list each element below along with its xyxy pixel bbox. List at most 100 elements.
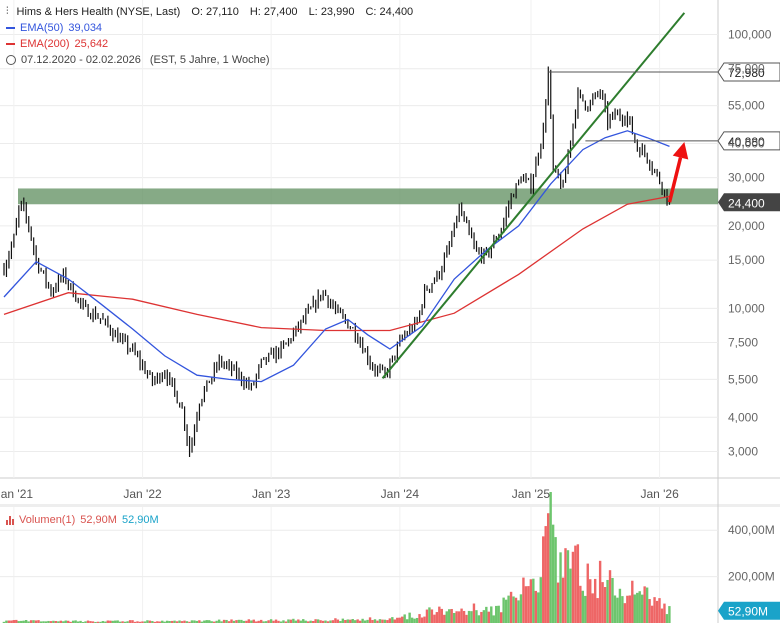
price-tick-label: 10,000 (728, 301, 765, 315)
volume-bar (495, 605, 498, 623)
volume-bar (601, 582, 604, 623)
volume-bar (401, 616, 404, 623)
volume-bar (131, 620, 134, 623)
price-tick-label: 4,000 (728, 410, 758, 424)
volume-tick-label: 200,00M (728, 570, 775, 584)
close-value: C: 24,400 (365, 6, 414, 18)
volume-bar (645, 587, 649, 623)
volume-bar (20, 620, 23, 623)
price-tick-label: 75,000 (728, 62, 765, 76)
volume-bar (554, 537, 557, 623)
volume-bar (524, 586, 528, 623)
resistance-badge (717, 62, 780, 82)
volume-bar (522, 577, 525, 623)
volume-bar (492, 615, 495, 623)
volume-bar (396, 617, 399, 623)
volume-bar (408, 612, 411, 623)
volume-bar (250, 620, 253, 623)
volume-bar (566, 550, 570, 623)
volume-bar (10, 620, 13, 623)
volume-bar (477, 615, 481, 623)
volume-bar (240, 619, 243, 623)
time-tick-label: Jan '21 (0, 487, 33, 501)
volume-bar (346, 619, 349, 623)
volume-bar (52, 620, 55, 623)
volume-bar (294, 620, 298, 623)
volume-bar (146, 620, 149, 623)
volume-bar (514, 597, 518, 623)
volume-bar (613, 595, 617, 623)
volume-bar (378, 619, 382, 623)
volume-bar (579, 585, 582, 623)
high-value: H: 27,400 (249, 6, 298, 18)
volume-bar (527, 586, 530, 623)
volume-bar (423, 616, 426, 623)
volume-bar (329, 620, 332, 623)
volume-bar (272, 620, 275, 623)
last-volume-badge (718, 601, 780, 620)
volume-bar (203, 620, 206, 623)
volume-bar (383, 619, 387, 623)
volume-bar (603, 587, 607, 623)
volume-bar (648, 599, 651, 623)
volume-bar (309, 620, 312, 623)
volume-bar (631, 580, 634, 623)
volume-bar (76, 621, 80, 623)
volume-bar (39, 621, 43, 623)
volume-bar (623, 603, 627, 623)
volume-bar (658, 598, 661, 623)
ema50-line (3, 130, 670, 383)
volume-bar (158, 621, 161, 623)
volume-bar (222, 619, 226, 623)
volume-bar (589, 579, 592, 623)
volume-bar (69, 621, 72, 623)
volume-bar (643, 586, 646, 623)
volume-bar (480, 611, 483, 623)
volume-bar (230, 619, 233, 623)
volume-bar (324, 620, 327, 623)
volume-bar (598, 560, 602, 623)
volume-bar (331, 620, 335, 623)
volume-bar (24, 619, 28, 623)
volume-bar (569, 568, 572, 623)
volume-tick-label: 400,00M (728, 523, 775, 537)
volume-bar (208, 620, 211, 623)
volume-bar (64, 620, 67, 623)
volume-bar (576, 544, 580, 623)
volume-bar (371, 620, 374, 623)
volume-bar (655, 600, 659, 623)
volume-bar (235, 620, 238, 623)
candle-icon: ⫶ (6, 6, 9, 17)
volume-bar (497, 605, 500, 623)
resistance-badge (717, 131, 780, 151)
volume-bar (151, 621, 154, 623)
volume-bar (267, 620, 270, 623)
candlesticks (3, 66, 671, 457)
volume-bar (462, 610, 466, 623)
annotations: 72,980 40,880 24,400 (381, 12, 780, 379)
price-tick-label: 55,000 (728, 99, 765, 113)
price-tick-label: 100,000 (728, 28, 772, 42)
volume-bar (255, 621, 258, 623)
volume-bar (161, 620, 164, 623)
volume-bar (165, 620, 169, 623)
volume-bar (398, 617, 401, 623)
ohlc-header: ⫶ Hims & Hers Health (NYSE, Last) O: 27,… (6, 4, 413, 20)
volume-bar (502, 597, 505, 623)
forecast-arrow-shaft (667, 157, 683, 203)
volume-bar (193, 620, 196, 623)
volume-bar (457, 611, 461, 623)
support-zone-band (18, 188, 718, 205)
volume-bar (277, 620, 280, 623)
volume-bar (410, 617, 414, 623)
ema200-line (3, 195, 670, 332)
price-tick-label: 7,500 (728, 336, 758, 350)
volume-bar (443, 614, 446, 623)
volume-bar (433, 614, 436, 623)
volume-bar (289, 619, 293, 623)
volume-bar (336, 619, 340, 623)
volume-bar (200, 621, 204, 623)
volume-bar (366, 619, 369, 623)
